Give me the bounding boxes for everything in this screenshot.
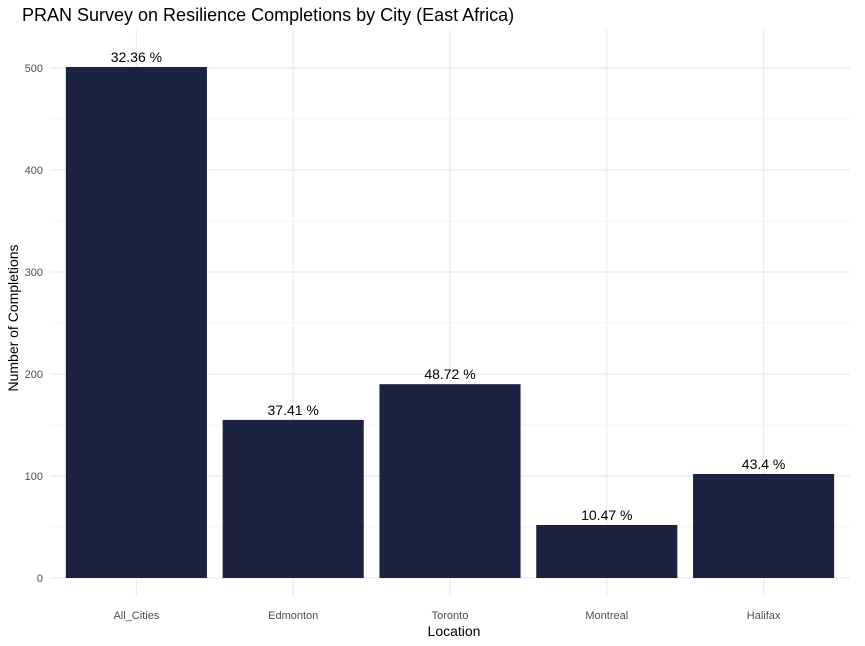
x-axis-ticks: All_Cities Edmonton Toronto Montreal Halifax [113, 610, 780, 622]
data-label: 48.72 % [424, 366, 475, 382]
y-axis-title: Number of Completions [5, 244, 21, 391]
data-label: 37.41 % [268, 402, 319, 418]
x-tick-label: Edmonton [268, 610, 318, 622]
x-tick-label: Montreal [585, 610, 628, 622]
y-tick-label: 0 [37, 573, 43, 585]
bars [65, 66, 835, 578]
bar-all-cities [65, 66, 207, 578]
y-axis-ticks: 0 100 200 300 400 500 [25, 63, 43, 585]
bar-toronto [379, 384, 521, 578]
y-tick-label: 200 [25, 369, 43, 381]
data-label: 32.36 % [111, 49, 162, 65]
x-tick-label: All_Cities [113, 610, 159, 622]
y-tick-label: 300 [25, 267, 43, 279]
data-label: 10.47 % [581, 507, 632, 523]
y-tick-label: 100 [25, 471, 43, 483]
y-tick-label: 500 [25, 63, 43, 75]
y-tick-label: 400 [25, 165, 43, 177]
bar-montreal [536, 524, 678, 578]
data-labels: 32.36 % 37.41 % 48.72 % 10.47 % 43.4 % [111, 49, 786, 523]
x-tick-label: Halifax [747, 610, 781, 622]
data-label: 43.4 % [742, 456, 786, 472]
x-axis-title: Location [428, 623, 481, 639]
chart-title: PRAN Survey on Resilience Completions by… [22, 5, 514, 25]
bar-halifax [693, 473, 835, 578]
x-tick-label: Toronto [432, 610, 469, 622]
bar-edmonton [222, 419, 364, 578]
